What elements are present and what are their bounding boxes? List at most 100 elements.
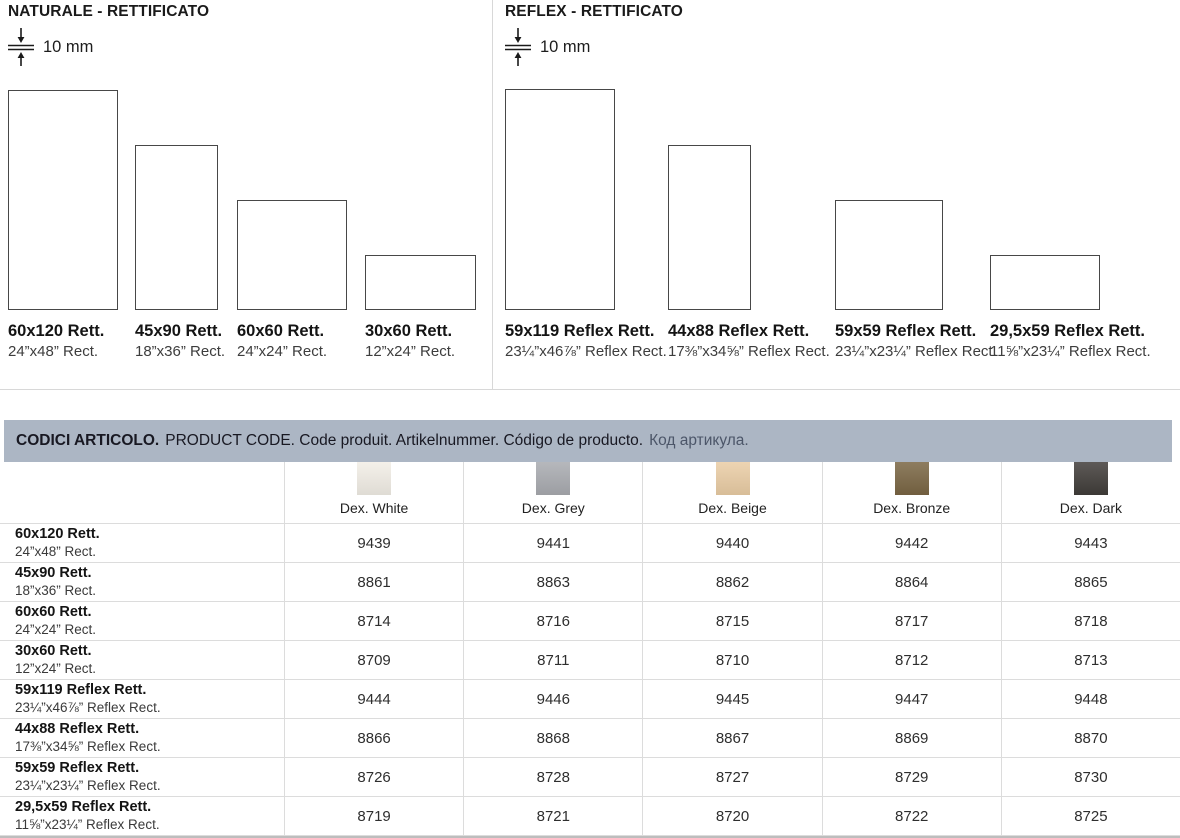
product-code: 8728 xyxy=(463,758,642,796)
tile-label-59x59-reflex: 59x59 Reflex Rett. 23¼”x23¼” Reflex Rect… xyxy=(835,322,997,360)
product-code: 8870 xyxy=(1000,719,1180,757)
product-code: 8721 xyxy=(463,797,642,835)
column-header-dex-white: Dex. White xyxy=(284,462,463,523)
color-swatch-dark xyxy=(1073,462,1108,495)
band-title-russian: Код артикула. xyxy=(649,432,749,449)
tile-label-60x120: 60x120 Rett. 24”x48” Rect. xyxy=(8,322,105,360)
column-header-dex-grey: Dex. Grey xyxy=(463,462,642,523)
thickness-indicator-reflex: 10 mm xyxy=(505,28,590,66)
product-code: 8729 xyxy=(821,758,1001,796)
product-code: 9443 xyxy=(1000,524,1180,562)
row-label: 60x120 Rett. 24”x48” Rect. xyxy=(15,526,100,559)
product-code: 8711 xyxy=(463,641,642,679)
tile-label-45x90: 45x90 Rett. 18”x36” Rect. xyxy=(135,322,226,360)
header-empty-cell xyxy=(0,462,284,523)
product-code: 8713 xyxy=(1000,641,1180,679)
tile-outline-30x60 xyxy=(365,255,476,310)
product-code: 8862 xyxy=(642,563,821,601)
row-label: 44x88 Reflex Rett. 17⅜”x34⅝” Reflex Rect… xyxy=(15,721,161,754)
product-code: 8727 xyxy=(642,758,821,796)
thickness-label: 10 mm xyxy=(540,37,591,56)
product-code: 8710 xyxy=(642,641,821,679)
product-code: 8716 xyxy=(463,602,642,640)
table-row-45x90: 45x90 Rett. 18”x36” Rect. 8861 8863 8862… xyxy=(0,563,1180,602)
band-title-translations: PRODUCT CODE. Code produit. Artikelnumme… xyxy=(165,432,644,449)
product-code: 9442 xyxy=(821,524,1001,562)
product-code: 8722 xyxy=(821,797,1001,835)
row-label: 59x59 Reflex Rett. 23¼”x23¼” Reflex Rect… xyxy=(15,760,161,793)
color-swatch-beige xyxy=(715,462,750,495)
product-code: 8868 xyxy=(463,719,642,757)
table-row-30x60: 30x60 Rett. 12”x24” Rect. 8709 8711 8710… xyxy=(0,641,1180,680)
tile-label-60x60: 60x60 Rett. 24”x24” Rect. xyxy=(237,322,328,360)
product-code: 8718 xyxy=(1000,602,1180,640)
tile-label-59x119-reflex: 59x119 Reflex Rett. 23¼”x46⅞” Reflex Rec… xyxy=(505,322,667,360)
product-code: 8715 xyxy=(642,602,821,640)
tile-outline-60x60 xyxy=(237,200,347,310)
table-row-60x60: 60x60 Rett. 24”x24” Rect. 8714 8716 8715… xyxy=(0,602,1180,641)
table-row-59x59-reflex: 59x59 Reflex Rett. 23¼”x23¼” Reflex Rect… xyxy=(0,758,1180,797)
product-code: 8867 xyxy=(642,719,821,757)
tile-outline-29x59-reflex xyxy=(990,255,1100,310)
column-header-dex-beige: Dex. Beige xyxy=(642,462,821,523)
product-code: 8719 xyxy=(284,797,463,835)
section-divider-horizontal xyxy=(0,389,1180,390)
product-code: 9444 xyxy=(284,680,463,718)
product-code: 8726 xyxy=(284,758,463,796)
color-swatch-grey xyxy=(536,462,571,495)
product-code: 9441 xyxy=(463,524,642,562)
product-code: 8864 xyxy=(821,563,1001,601)
color-swatch-bronze xyxy=(894,462,929,495)
tile-outline-59x59-reflex xyxy=(835,200,943,310)
section-title-reflex: REFLEX - RETTIFICATO xyxy=(505,3,683,20)
product-code: 9448 xyxy=(1000,680,1180,718)
product-code: 8725 xyxy=(1000,797,1180,835)
product-code: 9440 xyxy=(642,524,821,562)
product-code: 8709 xyxy=(284,641,463,679)
product-code: 8863 xyxy=(463,563,642,601)
tile-label-44x88-reflex: 44x88 Reflex Rett. 17⅜”x34⅝” Reflex Rect… xyxy=(668,322,830,360)
color-swatch-white xyxy=(357,462,392,495)
tile-label-30x60: 30x60 Rett. 12”x24” Rect. xyxy=(365,322,456,360)
column-header-dex-dark: Dex. Dark xyxy=(1000,462,1180,523)
table-row-60x120: 60x120 Rett. 24”x48” Rect. 9439 9441 944… xyxy=(0,524,1180,563)
table-row-59x119-reflex: 59x119 Reflex Rett. 23¼”x46⅞” Reflex Rec… xyxy=(0,680,1180,719)
row-label: 30x60 Rett. 12”x24” Rect. xyxy=(15,643,97,676)
row-label: 45x90 Rett. 18”x36” Rect. xyxy=(15,565,97,598)
row-label: 59x119 Reflex Rett. 23¼”x46⅞” Reflex Rec… xyxy=(15,682,161,715)
row-label: 60x60 Rett. 24”x24” Rect. xyxy=(15,604,97,637)
product-code: 8714 xyxy=(284,602,463,640)
product-code: 9445 xyxy=(642,680,821,718)
product-code: 8865 xyxy=(1000,563,1180,601)
thickness-indicator-naturale: 10 mm xyxy=(8,28,93,66)
codes-table: Dex. White Dex. Grey Dex. Beige Dex. Bro… xyxy=(0,462,1180,838)
product-code: 8866 xyxy=(284,719,463,757)
product-code: 8720 xyxy=(642,797,821,835)
column-header-dex-bronze: Dex. Bronze xyxy=(821,462,1001,523)
thickness-label: 10 mm xyxy=(43,37,94,56)
product-code: 8730 xyxy=(1000,758,1180,796)
table-row-44x88-reflex: 44x88 Reflex Rett. 17⅜”x34⅝” Reflex Rect… xyxy=(0,719,1180,758)
table-header-row: Dex. White Dex. Grey Dex. Beige Dex. Bro… xyxy=(0,462,1180,524)
section-divider-vertical xyxy=(492,0,493,389)
tile-outline-59x119-reflex xyxy=(505,89,615,310)
tile-outline-45x90 xyxy=(135,145,218,310)
tile-outline-60x120 xyxy=(8,90,118,310)
tile-outline-44x88-reflex xyxy=(668,145,751,310)
tile-label-29x59-reflex: 29,5x59 Reflex Rett. 11⅝”x23¼” Reflex Re… xyxy=(990,322,1151,360)
table-row-29x59-reflex: 29,5x59 Reflex Rett. 11⅝”x23¼” Reflex Re… xyxy=(0,797,1180,836)
formats-panel: NATURALE - RETTIFICATO REFLEX - RETTIFIC… xyxy=(0,0,1180,390)
row-label: 29,5x59 Reflex Rett. 11⅝”x23¼” Reflex Re… xyxy=(15,799,160,832)
product-code: 9447 xyxy=(821,680,1001,718)
thickness-icon xyxy=(505,28,531,66)
product-code: 9439 xyxy=(284,524,463,562)
product-code: 9446 xyxy=(463,680,642,718)
product-code: 8861 xyxy=(284,563,463,601)
section-title-naturale: NATURALE - RETTIFICATO xyxy=(8,3,210,20)
band-title-italian: CODICI ARTICOLO. xyxy=(16,432,160,449)
thickness-icon xyxy=(8,28,34,66)
product-code: 8869 xyxy=(821,719,1001,757)
product-code: 8712 xyxy=(821,641,1001,679)
product-code: 8717 xyxy=(821,602,1001,640)
product-code-band: CODICI ARTICOLO. PRODUCT CODE. Code prod… xyxy=(4,420,1172,462)
